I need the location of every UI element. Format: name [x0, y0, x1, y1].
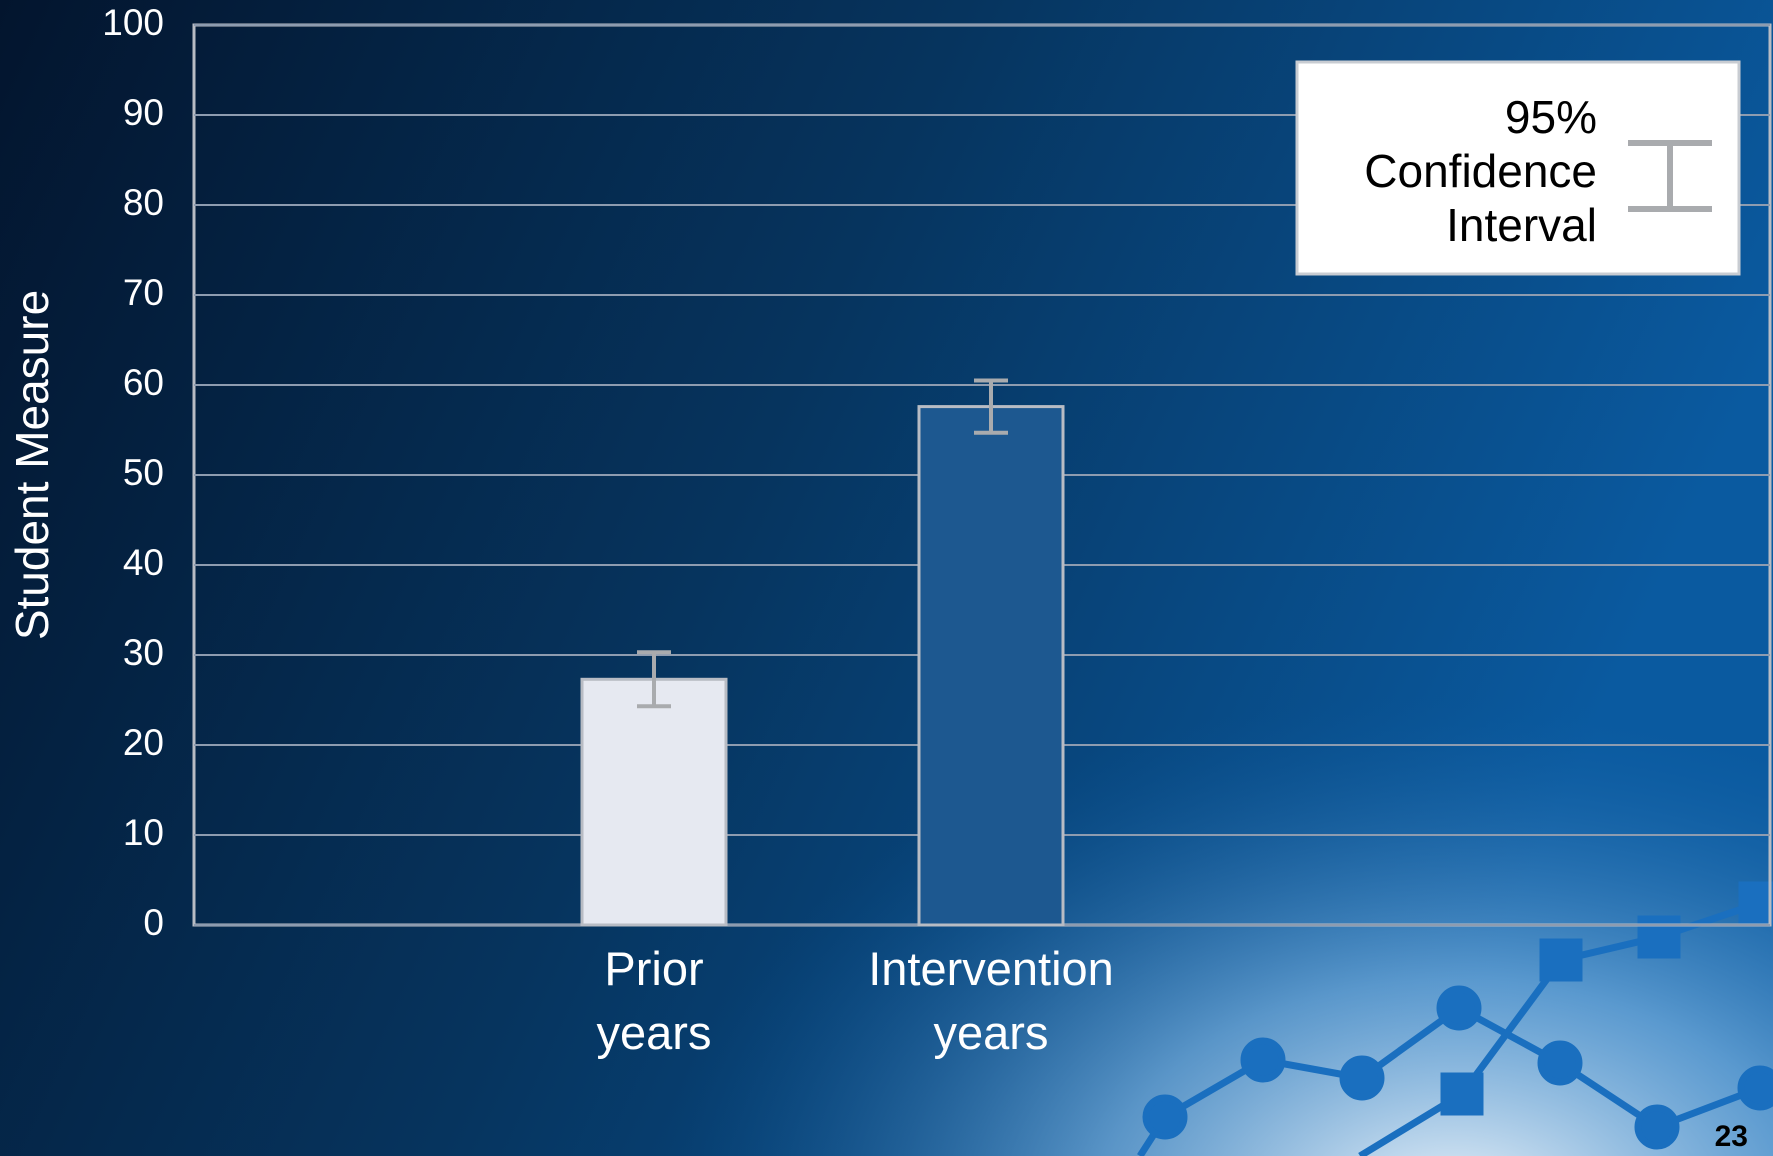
- legend-symbol: [1628, 140, 1712, 212]
- y-tick-label: 90: [123, 92, 164, 133]
- y-tick-label: 0: [143, 902, 164, 943]
- x-tick-label: Prior years: [597, 942, 712, 1059]
- y-tick-label: 100: [102, 2, 164, 43]
- y-tick-label: 10: [123, 812, 164, 853]
- y-tick-label: 60: [123, 362, 164, 403]
- bar: [917, 405, 1065, 927]
- y-tick-label: 50: [123, 452, 164, 493]
- y-axis-label: Student Measure: [6, 290, 58, 640]
- legend-label: 95% Confidence Interval: [1364, 91, 1597, 251]
- y-tick-label: 30: [123, 632, 164, 673]
- legend-box: [1295, 60, 1741, 276]
- y-tick-label: 70: [123, 272, 164, 313]
- page-number: 23: [1715, 1120, 1748, 1153]
- y-tick-label: 20: [123, 722, 164, 763]
- bar: [580, 677, 728, 927]
- y-tick-label: 40: [123, 542, 164, 583]
- x-tick-label: Intervention years: [868, 942, 1114, 1059]
- decoration: [1137, 881, 1773, 1156]
- error-bar: [637, 650, 671, 709]
- error-bar: [974, 378, 1008, 435]
- y-tick-label: 80: [123, 182, 164, 223]
